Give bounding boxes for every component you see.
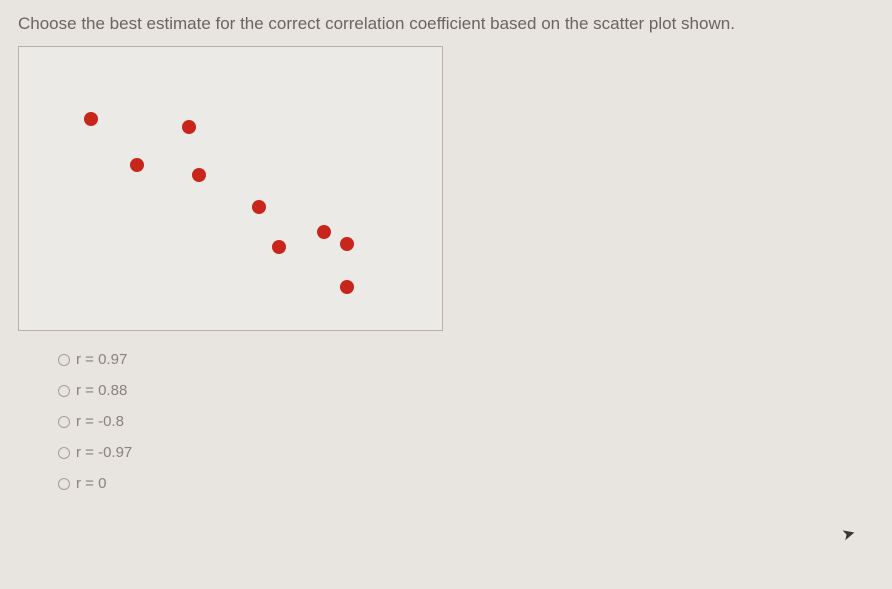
- option-label: r = 0.88: [76, 382, 127, 399]
- option-label: r = -0.8: [76, 413, 124, 430]
- option-row[interactable]: r = 0: [58, 475, 874, 492]
- question-text: Choose the best estimate for the correct…: [18, 14, 874, 34]
- mouse-cursor-icon: ➤: [840, 523, 858, 546]
- option-row[interactable]: r = -0.97: [58, 444, 874, 461]
- scatter-point: [130, 158, 144, 172]
- scatter-plot: [18, 46, 443, 331]
- scatter-point: [84, 112, 98, 126]
- options-list: r = 0.97 r = 0.88 r = -0.8 r = -0.97 r = 0: [18, 351, 874, 492]
- option-row[interactable]: r = 0.88: [58, 382, 874, 399]
- scatter-point: [272, 240, 286, 254]
- scatter-point: [317, 225, 331, 239]
- option-row[interactable]: r = -0.8: [58, 413, 874, 430]
- option-row[interactable]: r = 0.97: [58, 351, 874, 368]
- option-label: r = 0.97: [76, 351, 127, 368]
- radio-icon[interactable]: [58, 385, 70, 397]
- scatter-point: [340, 237, 354, 251]
- scatter-point: [192, 168, 206, 182]
- radio-icon[interactable]: [58, 354, 70, 366]
- radio-icon[interactable]: [58, 478, 70, 490]
- scatter-point: [182, 120, 196, 134]
- option-label: r = 0: [76, 475, 106, 492]
- radio-icon[interactable]: [58, 447, 70, 459]
- scatter-point: [340, 280, 354, 294]
- option-label: r = -0.97: [76, 444, 132, 461]
- scatter-point: [252, 200, 266, 214]
- radio-icon[interactable]: [58, 416, 70, 428]
